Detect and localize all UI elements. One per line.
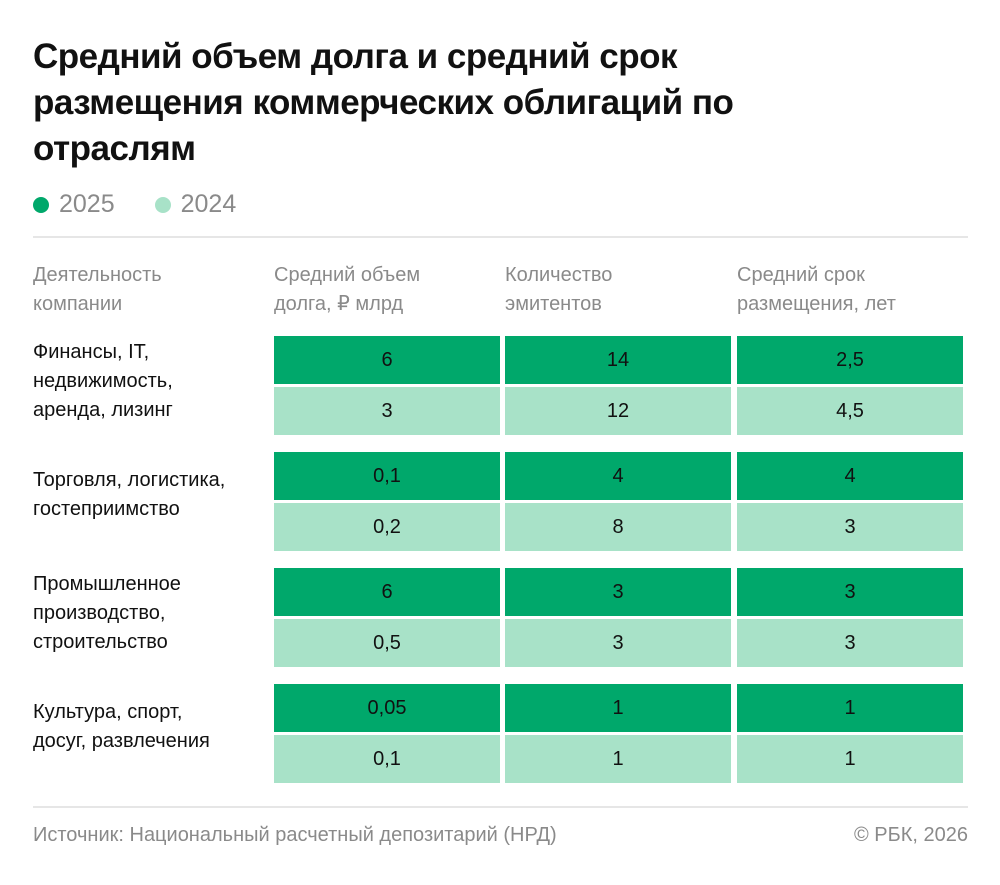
- cell-2024: 12: [505, 387, 731, 435]
- cell-2025: 1: [505, 684, 731, 732]
- cell-2024: 3: [737, 619, 963, 667]
- cell-2024: 0,1: [274, 735, 500, 783]
- column-header: Количество эмитентов: [505, 264, 613, 315]
- cell-2025: 3: [737, 568, 963, 616]
- category-label: Культура, спорт, досуг, развлечения: [33, 701, 210, 752]
- cell-2025: 0,05: [274, 684, 500, 732]
- copyright: © РБК, 2026: [853, 824, 968, 846]
- legend-label-2024: 2024: [180, 190, 237, 218]
- column-header: Средний срок размещения, лет: [737, 264, 896, 315]
- legend-dot-2024: [154, 196, 171, 213]
- legend: 2025 2024: [33, 190, 236, 219]
- cell-2025: 14: [505, 336, 731, 384]
- category-label: Финансы, IT, недвижимость, аренда, лизин…: [33, 341, 173, 421]
- cell-2024: 0,2: [274, 503, 500, 551]
- cell-2025: 0,1: [274, 452, 500, 500]
- legend-dot-2025: [33, 196, 49, 213]
- cell-2024: 8: [505, 503, 731, 551]
- cell-2024: 3: [274, 387, 500, 435]
- legend-label-2025: 2025: [59, 190, 115, 218]
- cell-2024: 3: [505, 619, 731, 667]
- divider-bottom: [33, 806, 968, 808]
- cell-2024: 0,5: [274, 619, 500, 667]
- category-label: Промышленное производство, строительство: [33, 573, 181, 653]
- source-note: Источник: Национальный расчетный депозит…: [33, 824, 557, 846]
- cell-2025: 3: [505, 568, 731, 616]
- legend-item-2025: 2025: [33, 190, 115, 219]
- cell-2025: 4: [505, 452, 731, 500]
- cell-2024: 3: [737, 503, 963, 551]
- cell-2025: 6: [274, 336, 500, 384]
- cell-2025: 2,5: [737, 336, 963, 384]
- chart-title: Средний объем долга и средний срок разме…: [33, 37, 734, 168]
- column-header: Средний объем долга, ₽ млрд: [274, 264, 421, 315]
- cell-2024: 1: [505, 735, 731, 783]
- cell-2025: 1: [737, 684, 963, 732]
- category-label: Торговля, логистика, гостеприимство: [33, 469, 226, 520]
- cell-2025: 4: [737, 452, 963, 500]
- cell-2025: 6: [274, 568, 500, 616]
- cell-2024: 1: [737, 735, 963, 783]
- column-header: Деятельность компании: [33, 264, 162, 315]
- cell-2024: 4,5: [737, 387, 963, 435]
- legend-item-2024: 2024: [154, 190, 237, 219]
- divider-top: [33, 236, 968, 238]
